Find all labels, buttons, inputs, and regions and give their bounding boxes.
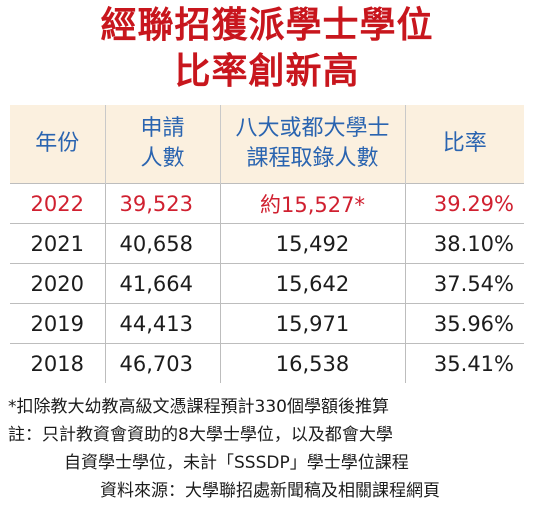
admission-table-container: 年份 申請 人數 八大或都大學士 課程取錄人數 比率 2022 39,523 (10, 105, 524, 385)
header-admitted-line-2: 課程取錄人數 (246, 146, 379, 171)
footnote-asterisk: *扣除教大幼教高級文憑課程預計330個學額後推算 (8, 397, 389, 417)
cell-applicants: 46,703 (105, 343, 221, 383)
footnote-remark-continued: 自資學士學位，未計「SSSDP」學士學位課程 (64, 453, 409, 473)
admission-table: 年份 申請 人數 八大或都大學士 課程取錄人數 比率 2022 39,523 (10, 105, 524, 383)
cell-admitted: 16,538 (220, 343, 406, 383)
cell-applicants: 39,523 (105, 183, 221, 224)
table-row: 2022 39,523 約15,527* 39.29% (10, 183, 524, 224)
footnote-source: 資料來源：大學聯招處新聞稿及相關課程網頁 (100, 481, 440, 501)
cell-year: 2020 (10, 263, 106, 304)
header-ratio: 比率 (405, 105, 524, 184)
cell-applicants: 41,664 (105, 263, 221, 304)
header-ratio-label: 比率 (442, 131, 487, 156)
header-year: 年份 (10, 105, 106, 184)
cell-admitted: 15,492 (220, 223, 406, 264)
cell-applicants: 44,413 (105, 303, 221, 344)
header-year-label: 年份 (35, 131, 80, 156)
header-applicants: 申請 人數 (105, 105, 221, 184)
cell-admitted: 約15,527* (220, 183, 406, 224)
table-row: 2020 41,664 15,642 37.54% (10, 263, 524, 304)
cell-year: 2018 (10, 343, 106, 383)
header-admitted: 八大或都大學士 課程取錄人數 (220, 105, 406, 184)
table-header: 年份 申請 人數 八大或都大學士 課程取錄人數 比率 (10, 105, 524, 184)
cell-year: 2022 (10, 183, 106, 224)
cell-ratio: 38.10% (405, 223, 524, 264)
cell-ratio: 35.96% (405, 303, 524, 344)
cell-applicants: 40,658 (105, 223, 221, 264)
table-body: 2022 39,523 約15,527* 39.29% 2021 40,658 … (10, 183, 524, 383)
table-row: 2021 40,658 15,492 38.10% (10, 223, 524, 264)
headline-line-1: 經聯招獲派學士學位 (100, 5, 434, 46)
header-applicants-line-1: 申請 (140, 116, 185, 141)
table-row: 2018 46,703 16,538 35.41% (10, 343, 524, 383)
cell-year: 2021 (10, 223, 106, 264)
cell-ratio: 39.29% (405, 183, 524, 224)
table-row: 2019 44,413 15,971 35.96% (10, 303, 524, 344)
cell-year: 2019 (10, 303, 106, 344)
cell-admitted: 15,642 (220, 263, 406, 304)
header-row: 年份 申請 人數 八大或都大學士 課程取錄人數 比率 (10, 105, 524, 184)
header-admitted-line-1: 八大或都大學士 (235, 116, 390, 141)
cell-ratio: 37.54% (405, 263, 524, 304)
header-applicants-line-2: 人數 (140, 146, 185, 171)
headline-line-2: 比率創新高 (174, 51, 360, 92)
cell-ratio: 35.41% (433, 351, 514, 376)
footnote-remark: 註：只計教資會資助的8大學士學位，以及都會大學 (8, 425, 393, 445)
cell-admitted: 15,971 (220, 303, 406, 344)
